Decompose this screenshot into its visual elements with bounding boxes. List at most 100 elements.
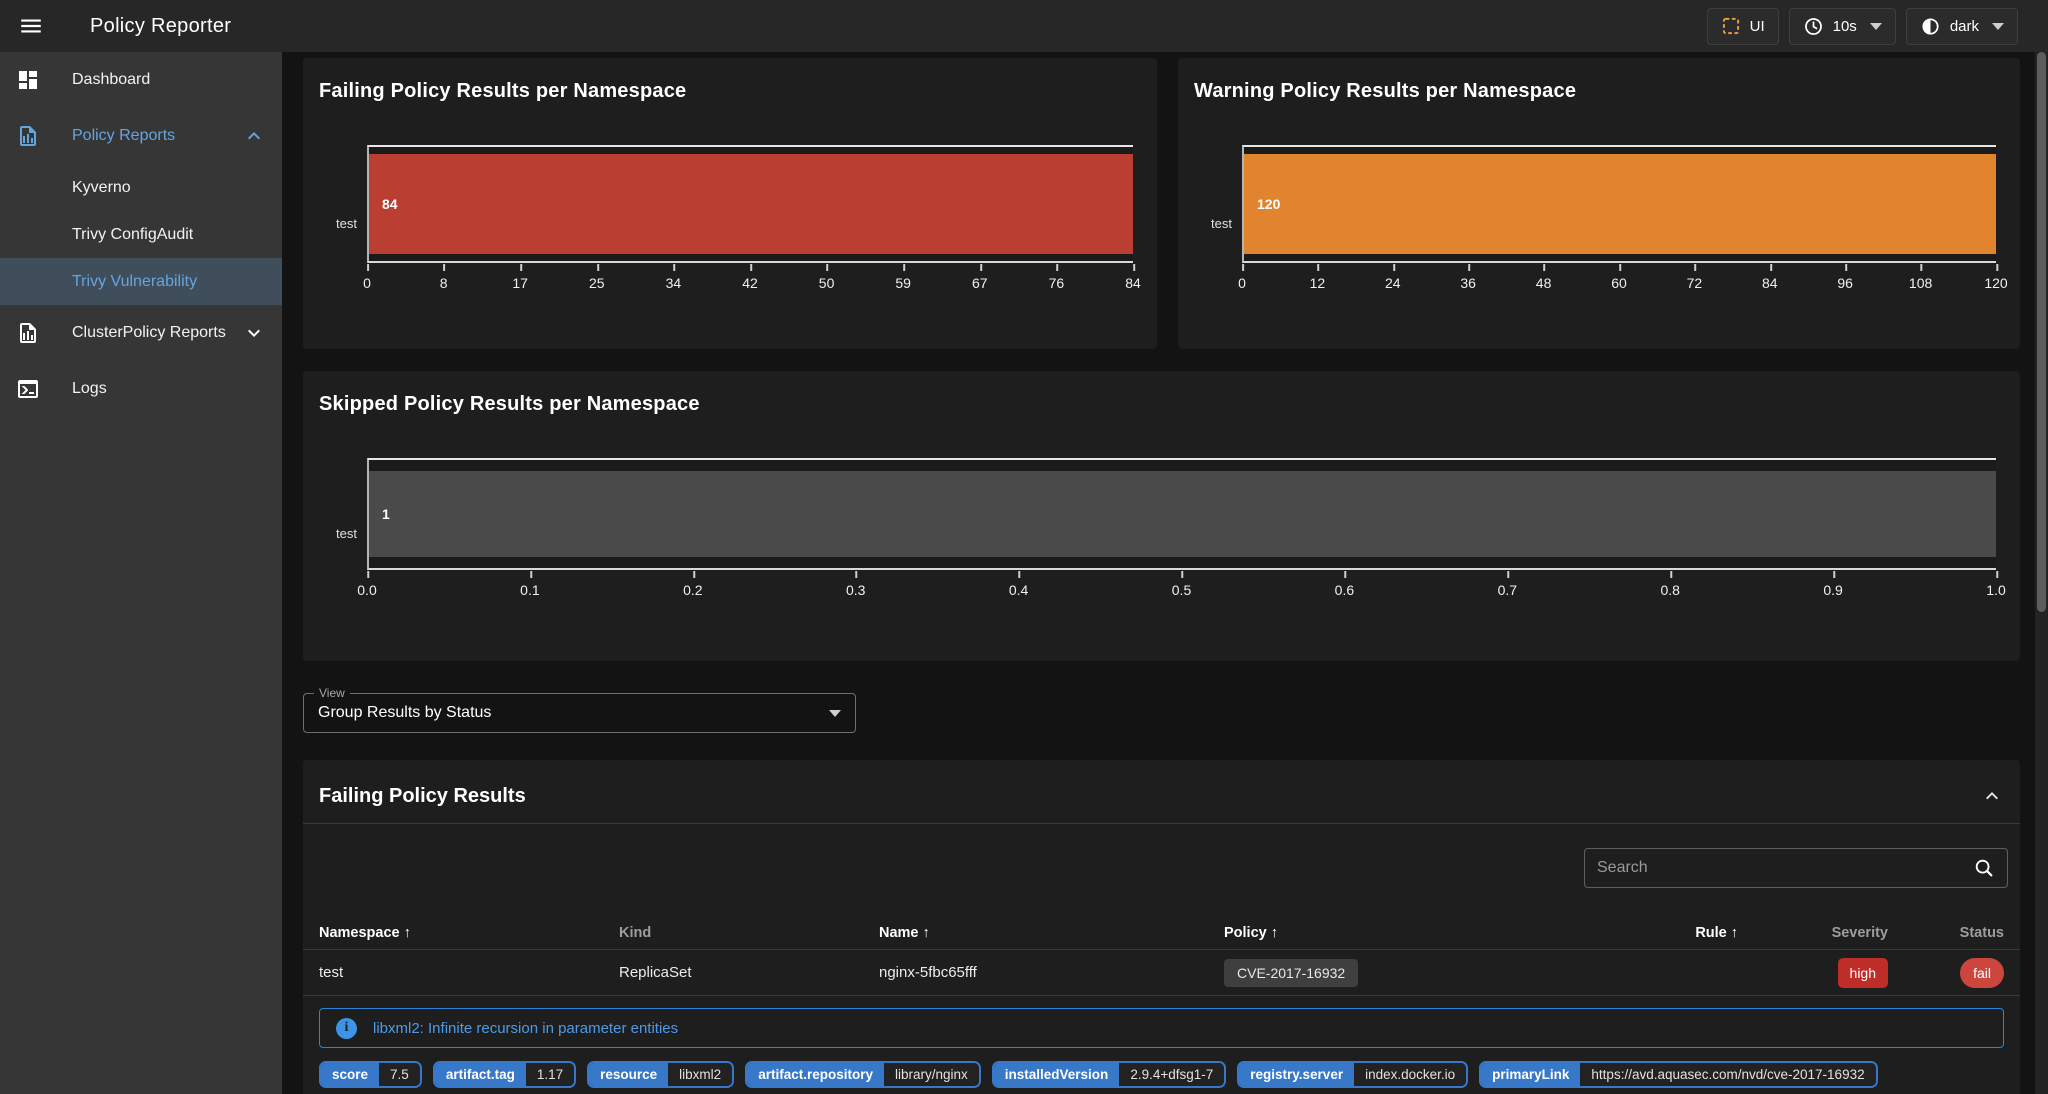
sidebar: Dashboard Policy Reports Kyverno Trivy C…: [0, 52, 282, 1094]
dashboard-icon: [16, 68, 40, 92]
theme-contrast-icon: [1920, 16, 1941, 37]
x-tick-label: 0.3: [846, 571, 865, 598]
property-chip[interactable]: registry.server index.docker.io: [1237, 1061, 1469, 1088]
result-message-alert: libxml2: Infinite recursion in parameter…: [319, 1008, 2004, 1048]
sidebar-item-trivy-configaudit[interactable]: Trivy ConfigAudit: [0, 211, 282, 258]
sidebar-item-label: Logs: [72, 380, 107, 397]
ui-button[interactable]: UI: [1706, 7, 1779, 45]
refresh-interval-select[interactable]: 10s: [1788, 7, 1896, 45]
bar-warning[interactable]: 120: [1244, 154, 1996, 254]
x-tick-label: 84: [1125, 264, 1141, 291]
sidebar-item-policy-reports[interactable]: Policy Reports: [0, 108, 282, 164]
bar-value-label: 120: [1257, 196, 1281, 212]
cell-name: nginx-5fbc65fff: [879, 964, 977, 981]
tick-mark: [1468, 264, 1471, 271]
app-bar-actions: UI 10s dark: [1706, 7, 2018, 45]
scrollbar-thumb[interactable]: [2037, 52, 2046, 612]
table-row[interactable]: test ReplicaSet nginx-5fbc65fff CVE-2017…: [303, 950, 2020, 996]
refresh-interval-value: 10s: [1832, 17, 1857, 35]
sidebar-item-clusterpolicy-reports[interactable]: ClusterPolicy Reports: [0, 305, 282, 361]
search-field[interactable]: [1584, 848, 2008, 888]
property-chip[interactable]: artifact.repository library/nginx: [745, 1061, 981, 1088]
policy-chip[interactable]: CVE-2017-16932: [1224, 958, 1359, 987]
sidebar-item-kyverno[interactable]: Kyverno: [0, 164, 282, 211]
results-table: Namespace ↑ Kind Name ↑ Policy ↑ Rule ↑ Seve…: [303, 916, 2020, 996]
sidebar-item-dashboard[interactable]: Dashboard: [0, 52, 282, 108]
chart-title: Failing Policy Results per Namespace: [319, 80, 687, 102]
scrollbar[interactable]: [2035, 0, 2048, 1094]
x-axis: 0 8 17 25 34 42 50 59 67 76 84: [363, 263, 1141, 301]
plot-area: 1: [367, 458, 1996, 570]
x-tick-label: 12: [1310, 264, 1325, 291]
column-header-policy[interactable]: Policy ↑: [1224, 924, 1278, 941]
sidebar-item-logs[interactable]: Logs: [0, 361, 282, 417]
x-tick-label: 0.0: [357, 571, 377, 598]
x-tick-label: 0.2: [683, 571, 703, 598]
x-axis: 0.0 0.1 0.2 0.3 0.4 0.5 0.6 0.7 0.8 0.9 1.0: [357, 570, 2006, 608]
sidebar-item-label: Trivy ConfigAudit: [72, 225, 194, 243]
x-tick-label: 59: [895, 264, 911, 291]
x-tick-label: 0.1: [520, 571, 540, 598]
view-select-label: View: [314, 686, 350, 700]
tick-mark: [529, 571, 532, 578]
column-header-severity[interactable]: Severity: [1831, 924, 1888, 941]
x-tick-label: 67: [972, 264, 988, 291]
bar-value-label: 84: [382, 196, 398, 212]
theme-value: dark: [1949, 17, 1979, 35]
x-tick-label: 0.7: [1498, 571, 1517, 598]
tick-mark: [1845, 264, 1848, 271]
sidebar-item-label: Trivy Vulnerability: [72, 272, 198, 290]
tick-mark: [903, 264, 906, 271]
tick-mark: [1694, 264, 1697, 271]
search-icon[interactable]: [1973, 857, 1995, 879]
x-tick-label: 0.9: [1823, 571, 1843, 598]
theme-select[interactable]: dark: [1905, 7, 2018, 45]
section-title: Failing Policy Results: [319, 784, 526, 807]
x-tick-label: 0: [363, 264, 371, 291]
tick-mark: [443, 264, 446, 271]
tick-mark: [1996, 571, 1998, 578]
column-header-status[interactable]: Status: [1959, 924, 2004, 941]
property-chip[interactable]: resource libxml2: [587, 1061, 735, 1088]
property-chip[interactable]: primaryLink https://avd.aquasec.com/nvd/c…: [1479, 1061, 1878, 1088]
warning-results-chart-card: Warning Policy Results per Namespace tes…: [1178, 58, 2020, 349]
collapse-chevron-up-icon[interactable]: [1980, 784, 2004, 808]
x-tick-label: 8: [440, 264, 447, 291]
result-message[interactable]: libxml2: Infinite recursion in parameter…: [373, 1019, 679, 1037]
tick-mark: [1181, 571, 1184, 578]
bar-skipped[interactable]: 1: [369, 471, 1996, 557]
x-tick-label: 0.4: [1009, 571, 1028, 598]
property-label: artifact.repository: [747, 1063, 884, 1086]
sidebar-item-trivy-vulnerability[interactable]: Trivy Vulnerability: [0, 258, 282, 305]
property-label: resource: [589, 1063, 669, 1086]
property-chip[interactable]: artifact.tag 1.17: [432, 1061, 577, 1088]
tick-mark: [1018, 571, 1021, 578]
tick-mark: [855, 571, 858, 578]
property-label: primaryLink: [1481, 1063, 1581, 1086]
tick-mark: [596, 264, 599, 271]
x-tick-label: 120: [1984, 264, 2008, 291]
menu-icon[interactable]: [18, 13, 44, 39]
tick-mark: [1507, 571, 1510, 578]
tick-mark: [1618, 264, 1621, 271]
x-tick-label: 48: [1536, 264, 1551, 291]
tick-mark: [367, 571, 369, 578]
file-chart-icon: [16, 321, 40, 345]
property-chip[interactable]: installedVersion 2.9.4+dfsg1-7: [991, 1061, 1227, 1088]
search-input[interactable]: [1597, 859, 1973, 877]
column-header-namespace[interactable]: Namespace ↑: [319, 924, 411, 941]
y-axis-label: test: [336, 525, 357, 541]
property-chip[interactable]: score 7.5: [319, 1061, 422, 1088]
tick-mark: [1056, 264, 1059, 271]
tick-mark: [979, 264, 982, 271]
view-select[interactable]: View Group Results by Status: [303, 686, 856, 733]
column-header-rule[interactable]: Rule ↑: [1695, 924, 1738, 941]
tick-mark: [1241, 264, 1244, 271]
column-header-name[interactable]: Name ↑: [879, 924, 930, 941]
failing-policy-results-card: Failing Policy Results Namespace↑ Kind: [303, 760, 2020, 1094]
column-header-kind[interactable]: Kind: [619, 924, 652, 941]
skipped-results-chart-card: Skipped Policy Results per Namespace tes…: [303, 371, 2020, 661]
property-label: registry.server: [1239, 1063, 1355, 1086]
bar-failing[interactable]: 84: [369, 154, 1133, 254]
property-value: 7.5: [379, 1063, 420, 1086]
